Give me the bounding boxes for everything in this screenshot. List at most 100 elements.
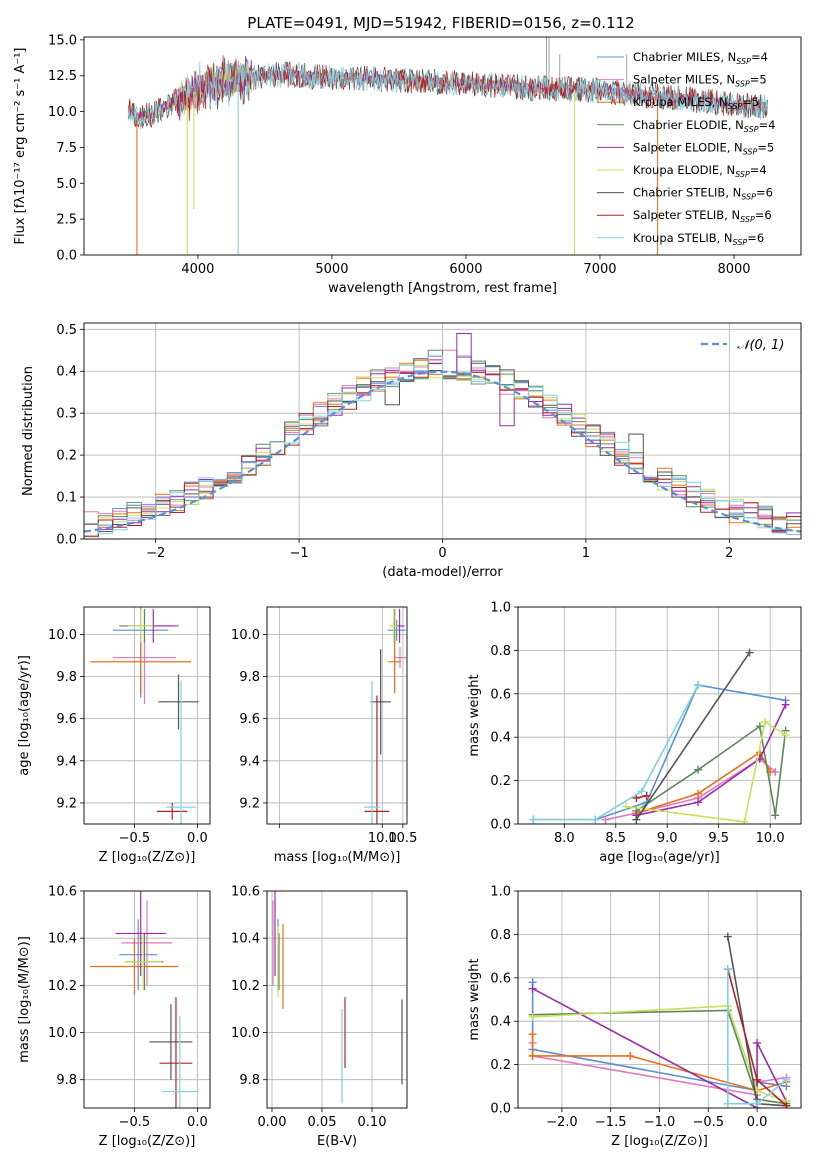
x-tick-label: 6000	[449, 262, 482, 277]
panel-residuals: −2 −1 0 1 2 0.0 0.1 0.2 0.3 0.4 0.5 (data-model)/er…	[21, 322, 802, 580]
y-tick-label: 9.8	[56, 670, 77, 685]
axes-frame	[83, 36, 802, 256]
y-tick-label: 10.0	[48, 628, 77, 643]
weight-point-marker	[723, 965, 732, 974]
panels: 4000 5000 6000 7000 80000.02.55.07.510.012.5…	[13, 33, 802, 1149]
x-tick-label: 5000	[315, 262, 348, 277]
y-tick-label: 0.5	[56, 323, 77, 338]
weight-point-marker	[723, 932, 732, 941]
x-tick-label: 0.00	[258, 1115, 287, 1130]
weight-point-marker	[755, 722, 764, 731]
legend-label: Chabrier ELODIE, NSSP=4	[633, 118, 775, 134]
weight-point-marker	[591, 815, 600, 824]
hist-step-kroupa-stelib	[84, 355, 801, 539]
y-tick-label: 0.2	[490, 1058, 511, 1073]
legend-count: =6	[756, 186, 773, 200]
y-tick-label: 12.5	[48, 69, 77, 84]
y-tick-label: 0.2	[56, 449, 77, 464]
y-tick-label: 1.0	[490, 601, 511, 616]
weight-point-marker	[694, 798, 703, 807]
legend-count: =5	[750, 73, 767, 87]
y-tick-label: 1.0	[490, 885, 511, 900]
x-tick-label: −2.0	[546, 1115, 578, 1130]
y-tick-label: 0.8	[490, 644, 511, 659]
legend-count: =4	[759, 118, 776, 132]
x-tick-label: 0.05	[308, 1115, 337, 1130]
y-tick-label: 10.0	[48, 1026, 77, 1041]
y-tick-label: 0.4	[56, 365, 77, 380]
weight-point-marker	[622, 802, 631, 811]
x-axis-label: mass [log₁₀(M/M⊙)]	[274, 850, 401, 865]
weight-point-marker	[745, 648, 754, 657]
y-tick-label: 10.6	[48, 885, 77, 900]
x-tick-label: −1.0	[644, 1115, 676, 1130]
weight-point-marker	[694, 681, 703, 690]
weight-line-kroupa-stelib	[726, 969, 787, 1105]
weight-point-marker	[782, 1075, 791, 1084]
weight-line-chabrier-elodie	[532, 1009, 787, 1105]
y-tick-label: 0.8	[490, 928, 511, 943]
y-tick-label: 10.0	[231, 628, 260, 643]
y-tick-label: 0.6	[490, 971, 511, 986]
weight-point-marker	[771, 811, 780, 820]
y-tick-label: 15.0	[48, 33, 77, 48]
panel-mass-vs-Z: −0.5 0.0 9.8 10.0 10.2 10.4 10.6 Z [log₁₀(Z/Z⊙)…	[17, 885, 211, 1149]
y-tick-label: 0.0	[490, 818, 511, 833]
x-axis-label: Z [log₁₀(Z/Z⊙)]	[611, 1134, 708, 1149]
y-tick-label: 5.0	[56, 177, 77, 192]
y-tick-label: 10.2	[48, 979, 77, 994]
weight-line-salpeter-elodie	[532, 987, 788, 1108]
y-tick-label: 9.6	[239, 712, 260, 727]
weight-point-marker	[637, 787, 646, 796]
weight-point-marker	[528, 1012, 537, 1021]
weight-point-marker	[740, 817, 749, 824]
x-tick-label: 0.0	[187, 1115, 208, 1130]
weight-point-marker	[760, 718, 769, 727]
panel-mass-vs-EBV: 0.00 0.05 0.10 9.8 10.0 10.2 10.4 10.6 E(B-V)	[231, 885, 408, 1149]
weight-point-marker	[529, 815, 538, 824]
x-axis-label: (data-model)/error	[382, 565, 503, 580]
weight-line-salpeter-elodie	[636, 704, 787, 817]
x-tick-label: 0.10	[358, 1115, 387, 1130]
x-axis-label: Z [log₁₀(Z/Z⊙)]	[99, 1134, 196, 1149]
y-axis-label: age [log₁₀(age/yr)]	[17, 655, 32, 776]
legend-sub: SSP	[740, 215, 755, 224]
y-tick-label: 10.2	[231, 979, 260, 994]
y-axis-label: mass [log₁₀(M/M⊙)]	[17, 936, 32, 1063]
weight-point-marker	[528, 1030, 537, 1039]
y-tick-label: 0.4	[490, 731, 511, 746]
plot-area	[127, 37, 768, 255]
legend-label: Kroupa STELIB, NSSP=6	[633, 231, 764, 247]
legend-sub: SSP	[743, 147, 758, 156]
legend-sub: SSP	[733, 238, 748, 247]
y-axis-label: Flux [fλ10⁻¹⁷ erg cm⁻² s⁻¹ A⁻¹]	[13, 48, 28, 245]
x-tick-label: 9.0	[657, 831, 678, 846]
weight-line-chabrier-stelib	[635, 652, 751, 821]
axes-frame	[517, 890, 802, 1109]
x-tick-label: −1.5	[595, 1115, 627, 1130]
x-axis-label: E(B-V)	[317, 1134, 357, 1149]
weight-point-marker	[528, 1051, 537, 1060]
plot-area	[518, 607, 801, 824]
weight-point-marker	[601, 815, 610, 824]
y-axis-label: Normed distribution	[21, 366, 36, 496]
legend-sub: SSP	[741, 193, 756, 202]
weight-point-marker	[753, 1075, 762, 1084]
x-tick-label: −2	[146, 546, 165, 561]
panel-age-vs-Z: −0.5 0.0 9.2 9.4 9.6 9.8 10.0 Z [log₁₀(Z/Z⊙)] ag…	[17, 606, 211, 865]
plot-area	[84, 323, 801, 539]
legend-count: =6	[747, 231, 764, 245]
legend-count: =5	[742, 95, 759, 109]
x-tick-label: −0.5	[693, 1115, 725, 1130]
weight-line-kroupa-elodie	[625, 720, 787, 823]
y-tick-label: 10.4	[48, 932, 77, 947]
weight-point-marker	[782, 1101, 791, 1108]
weight-point-marker	[694, 789, 703, 798]
weight-point-marker	[528, 984, 537, 993]
x-tick-label: 1	[582, 546, 590, 561]
x-tick-label: −0.5	[119, 831, 151, 846]
legend-label: Chabrier STELIB, NSSP=6	[633, 186, 773, 202]
y-tick-label: 9.4	[56, 754, 77, 769]
y-tick-label: 0.1	[56, 491, 77, 506]
legend-label: Salpeter STELIB, NSSP=6	[633, 208, 772, 224]
